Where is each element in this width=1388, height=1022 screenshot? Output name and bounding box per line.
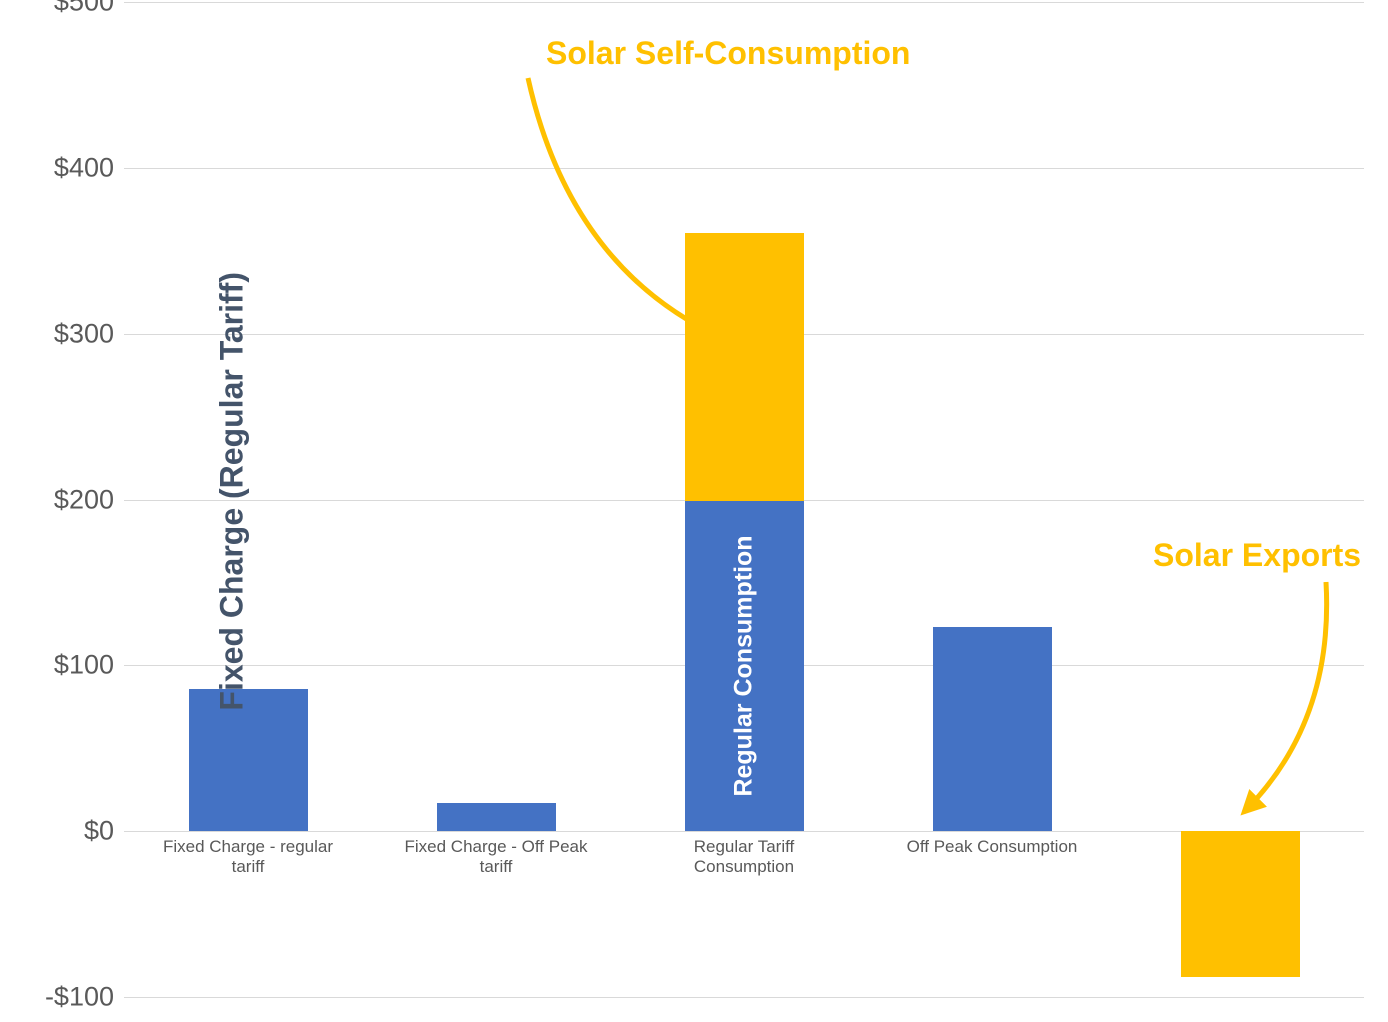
y-tick-label: $100: [14, 650, 114, 681]
y-tick-label: $0: [14, 816, 114, 847]
y-tick-label: -$100: [14, 982, 114, 1013]
chart: -$100 $0 $100 $200 $300 $400 $500 Fixed …: [0, 0, 1388, 1022]
y-tick-label: $500: [14, 0, 114, 18]
y-tick-label: $200: [14, 484, 114, 515]
annotation-arrow-icon: [124, 2, 1364, 997]
plot-area: Fixed Charge (Regular Tariff) Fixed Char…: [124, 2, 1364, 997]
y-tick-label: $300: [14, 318, 114, 349]
grid-line: [124, 997, 1364, 998]
y-tick-label: $400: [14, 152, 114, 183]
